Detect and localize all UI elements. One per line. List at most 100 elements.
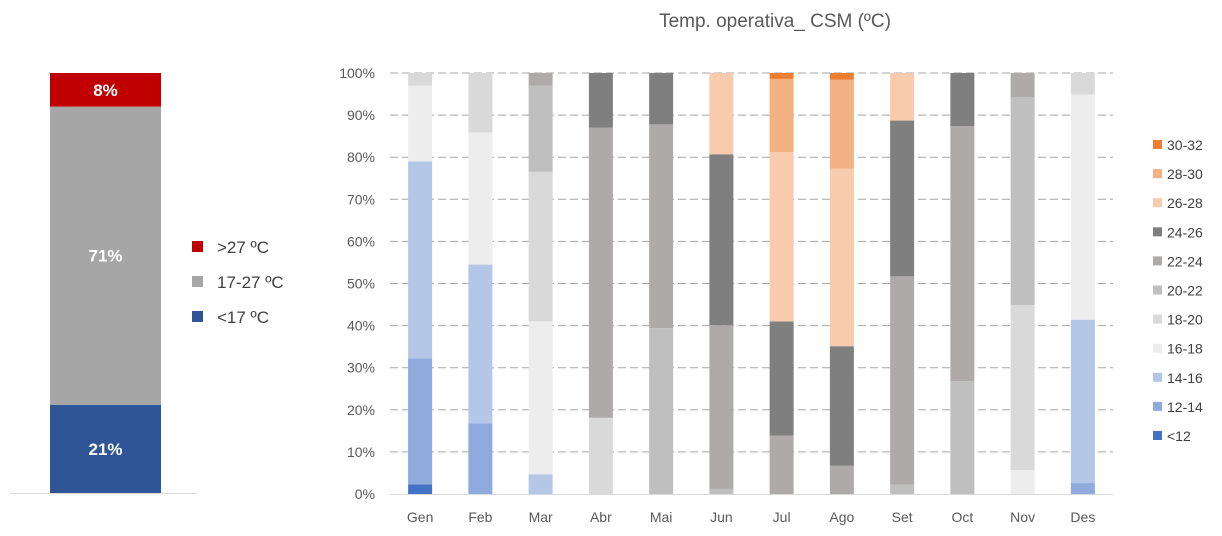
bar-segment-jul xyxy=(769,78,794,153)
legend-swatch xyxy=(1153,169,1162,179)
bar-segment-ago xyxy=(829,346,854,466)
bar-segment-oct xyxy=(950,126,975,382)
y-tick-label: 20% xyxy=(347,402,375,418)
summary-bar-segment xyxy=(50,106,161,405)
legend-label: 20-22 xyxy=(1167,283,1203,299)
legend-label: <12 xyxy=(1167,428,1191,444)
legend-swatch xyxy=(192,241,203,252)
summary-data-label: 8% xyxy=(93,81,118,100)
bar-segment-abr xyxy=(588,127,613,418)
y-tick-label: 40% xyxy=(347,318,375,334)
bar-segment-abr xyxy=(588,417,613,494)
y-tick-label: 100% xyxy=(339,65,375,81)
bar-segment-des xyxy=(1070,94,1095,320)
bar-segment-ago xyxy=(829,73,854,80)
legend-swatch xyxy=(1153,343,1162,353)
x-tick-label: Gen xyxy=(407,509,433,525)
legend-label: 18-20 xyxy=(1167,312,1203,328)
x-tick-label: Nov xyxy=(1010,509,1035,525)
legend-swatch xyxy=(192,311,203,322)
bar-segment-mai xyxy=(649,124,674,329)
x-tick-label: Abr xyxy=(590,509,612,525)
legend-swatch xyxy=(1153,431,1162,440)
x-tick-label: Mai xyxy=(650,509,673,525)
chart-title: Temp. operativa_ CSM (ºC) xyxy=(659,11,891,32)
bar-segment-mai xyxy=(649,328,674,494)
legend-label: >27 ºC xyxy=(217,238,269,257)
legend-label: 28-30 xyxy=(1167,166,1203,182)
legend-swatch xyxy=(192,276,203,287)
legend-swatch xyxy=(1153,256,1162,266)
legend-label: 16-18 xyxy=(1167,341,1203,357)
legend-swatch xyxy=(1153,401,1162,411)
y-tick-label: 10% xyxy=(347,444,375,460)
legend-label: 17-27 ºC xyxy=(217,273,284,292)
bar-segment-abr xyxy=(588,73,613,128)
bar-segment-set xyxy=(890,276,915,485)
x-tick-label: Des xyxy=(1070,509,1095,525)
bar-segment-mar xyxy=(528,171,553,322)
legend-swatch xyxy=(1153,198,1162,208)
bar-segment-mar xyxy=(528,85,553,172)
y-tick-label: 70% xyxy=(347,191,375,207)
bar-segment-ago xyxy=(829,79,854,169)
bar-segment-gen xyxy=(408,358,433,485)
legend-swatch xyxy=(1153,372,1162,382)
bar-segment-des xyxy=(1070,319,1095,484)
bar-segment-feb xyxy=(468,132,493,265)
bar-segment-jul xyxy=(769,73,794,79)
x-tick-label: Ago xyxy=(829,509,854,525)
bar-segment-nov xyxy=(1010,96,1035,305)
legend-label: <17 ºC xyxy=(217,308,269,327)
bar-segment-jul xyxy=(769,435,794,494)
bar-segment-mar xyxy=(528,321,553,475)
summary-bar-segment xyxy=(50,404,161,493)
bar-segment-set xyxy=(890,120,915,277)
x-tick-label: Oct xyxy=(951,509,973,525)
bar-segment-ago xyxy=(829,168,854,347)
legend-label: 26-28 xyxy=(1167,195,1203,211)
y-tick-label: 50% xyxy=(347,276,375,292)
bar-segment-gen xyxy=(408,484,433,494)
bar-segment-oct xyxy=(950,381,975,494)
bar-segment-mai xyxy=(649,73,674,125)
bar-segment-ago xyxy=(829,465,854,494)
legend-label: 30-32 xyxy=(1167,137,1203,153)
bar-segment-jun xyxy=(709,488,734,494)
bar-segment-jul xyxy=(769,321,794,436)
x-tick-label: Feb xyxy=(468,509,492,525)
bar-segment-gen xyxy=(408,161,433,359)
y-tick-label: 0% xyxy=(355,486,375,502)
bar-segment-des xyxy=(1070,73,1095,95)
legend-swatch xyxy=(1153,285,1162,295)
x-tick-label: Jun xyxy=(710,509,733,525)
bar-segment-gen xyxy=(408,73,433,86)
legend-label: 14-16 xyxy=(1167,370,1203,386)
y-tick-label: 30% xyxy=(347,360,375,376)
y-tick-label: 60% xyxy=(347,233,375,249)
summary-data-label: 71% xyxy=(88,247,122,266)
legend-swatch xyxy=(1153,314,1162,324)
bar-segment-mar xyxy=(528,474,553,494)
legend-swatch xyxy=(1153,227,1162,237)
bar-segment-nov xyxy=(1010,73,1035,97)
bar-segment-feb xyxy=(468,423,493,494)
summary-stacked-bar-chart: 21% 71% 8% >27 ºC 17-27 ºC <17 ºC xyxy=(10,73,284,494)
bar-segment-set xyxy=(890,484,915,494)
bar-segment-nov xyxy=(1010,470,1035,494)
legend-label: 24-26 xyxy=(1167,224,1203,240)
bar-segment-gen xyxy=(408,85,433,162)
legend-label: 12-14 xyxy=(1167,399,1203,415)
bar-segment-set xyxy=(890,73,915,121)
bar-segment-des xyxy=(1070,483,1095,494)
bar-segment-nov xyxy=(1010,304,1035,471)
x-tick-label: Mar xyxy=(529,509,553,525)
summary-bar-segment xyxy=(50,73,161,107)
legend-label: 22-24 xyxy=(1167,253,1203,269)
legend-swatch xyxy=(1153,140,1162,149)
bar-segment-jul xyxy=(769,152,794,322)
summary-data-label: 21% xyxy=(88,440,122,459)
bar-segment-oct xyxy=(950,73,975,127)
y-tick-label: 90% xyxy=(347,107,375,123)
